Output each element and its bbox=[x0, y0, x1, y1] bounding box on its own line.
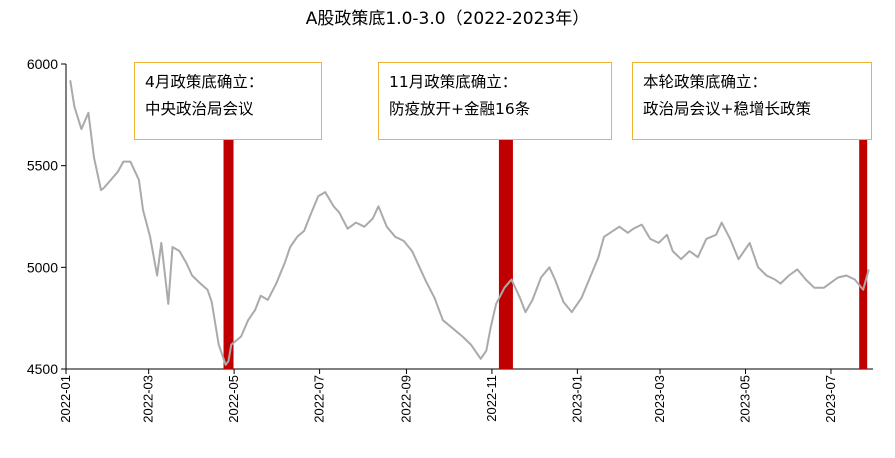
y-tick-label: 6000 bbox=[27, 56, 58, 72]
x-tick-label: 2022-03 bbox=[141, 375, 156, 423]
policy-marker-bar bbox=[223, 140, 234, 369]
policy-callout-jul-2023: 本轮政策底确立： 政治局会议+稳增长政策 bbox=[632, 62, 872, 140]
callout-line2: 防疫放开+金融16条 bbox=[389, 100, 531, 118]
policy-callout-nov-2022: 11月政策底确立： 防疫放开+金融16条 bbox=[378, 62, 612, 140]
x-tick-label: 2023-01 bbox=[569, 375, 584, 423]
x-tick-label: 2022-11 bbox=[484, 375, 499, 422]
y-tick-labels: 4500 5000 5500 6000 bbox=[27, 56, 58, 377]
policy-callout-apr-2022: 4月政策底确立： 中央政治局会议 bbox=[134, 62, 322, 140]
index-series-line bbox=[69, 80, 870, 366]
y-tick-label: 5500 bbox=[27, 158, 58, 174]
callout-line1: 本轮政策底确立： bbox=[643, 73, 768, 91]
policy-markers bbox=[223, 140, 868, 369]
callout-line1: 4月政策底确立： bbox=[145, 73, 264, 91]
callout-line2: 政治局会议+稳增长政策 bbox=[643, 100, 811, 118]
x-tick-label: 2022-09 bbox=[398, 375, 413, 423]
y-tick-label: 4500 bbox=[27, 361, 58, 377]
x-tick-label: 2022-01 bbox=[58, 375, 73, 423]
series-lines bbox=[69, 80, 870, 366]
axes bbox=[61, 63, 873, 374]
x-tick-label: 2023-03 bbox=[652, 375, 667, 423]
x-tick-labels: 2022-01 2022-03 2022-05 2022-07 2022-09 2022-… bbox=[58, 375, 838, 423]
y-tick-label: 5000 bbox=[27, 259, 58, 275]
policy-marker-bar bbox=[859, 140, 868, 369]
chart-title: A股政策底1.0-3.0（2022-2023年） bbox=[305, 9, 590, 29]
x-tick-label: 2023-07 bbox=[823, 375, 838, 423]
policy-marker-bar bbox=[498, 140, 513, 369]
callout-line1: 11月政策底确立： bbox=[389, 73, 518, 91]
x-tick-label: 2022-07 bbox=[312, 375, 327, 423]
callout-line2: 中央政治局会议 bbox=[145, 100, 254, 118]
x-tick-label: 2022-05 bbox=[226, 375, 241, 423]
x-tick-label: 2023-05 bbox=[738, 375, 753, 423]
